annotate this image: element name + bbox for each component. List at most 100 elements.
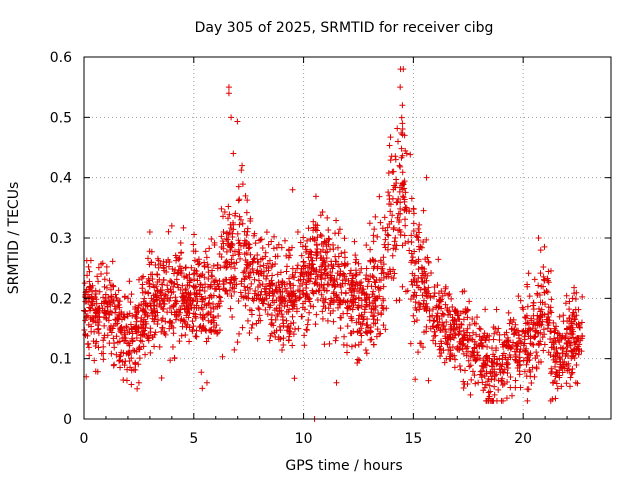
data-point <box>466 321 473 328</box>
data-point <box>126 278 133 285</box>
data-point <box>392 184 399 191</box>
data-point <box>249 321 256 328</box>
data-point <box>493 397 500 404</box>
data-point <box>227 247 234 254</box>
data-point <box>512 384 519 391</box>
data-point <box>166 305 173 312</box>
data-point <box>206 245 213 252</box>
data-point <box>239 181 246 188</box>
data-point <box>312 221 319 228</box>
data-point <box>257 291 264 298</box>
data-point <box>337 300 344 307</box>
data-point <box>411 260 418 267</box>
data-point <box>241 275 248 282</box>
data-point <box>535 235 542 241</box>
data-point <box>128 291 135 298</box>
data-point <box>402 147 409 154</box>
data-point <box>289 186 296 193</box>
data-point <box>219 213 226 220</box>
data-point <box>135 361 142 368</box>
data-point <box>182 287 189 294</box>
data-point <box>448 295 455 302</box>
data-point <box>227 280 234 287</box>
data-point <box>319 271 326 278</box>
data-point <box>296 283 303 290</box>
data-point <box>372 320 379 327</box>
data-point <box>237 255 244 262</box>
data-point <box>410 227 417 234</box>
data-point <box>464 314 471 321</box>
data-point <box>393 297 400 304</box>
data-point <box>108 329 115 336</box>
data-point <box>203 254 210 261</box>
data-point <box>579 293 586 300</box>
data-point <box>195 261 202 268</box>
data-point <box>255 259 262 266</box>
data-point <box>147 349 154 356</box>
data-point <box>329 265 336 272</box>
data-point <box>350 272 357 279</box>
data-point <box>362 346 369 353</box>
data-point <box>562 353 569 360</box>
data-point <box>86 352 93 359</box>
data-point <box>465 337 472 344</box>
data-point <box>266 285 273 292</box>
data-point <box>121 327 128 334</box>
data-point <box>572 379 579 386</box>
data-point <box>378 265 385 272</box>
data-point <box>422 286 429 293</box>
data-point <box>380 254 387 261</box>
data-point <box>269 290 276 297</box>
data-point <box>94 368 101 375</box>
data-point <box>566 298 573 305</box>
data-point <box>363 350 370 357</box>
data-point <box>93 310 100 317</box>
data-point <box>148 259 155 266</box>
data-point <box>94 326 101 333</box>
data-point <box>179 323 186 330</box>
data-point <box>159 281 166 288</box>
data-point <box>169 265 176 272</box>
data-point <box>172 300 179 307</box>
data-point <box>226 229 233 236</box>
data-point <box>413 278 420 285</box>
data-point <box>374 295 381 302</box>
data-point <box>266 337 273 344</box>
data-point <box>433 304 440 311</box>
data-point <box>571 290 578 297</box>
data-point <box>276 295 283 302</box>
data-point <box>259 281 266 288</box>
data-point <box>554 334 561 341</box>
data-point <box>303 246 310 253</box>
data-point <box>146 283 153 290</box>
data-point <box>146 280 153 287</box>
data-point <box>567 324 574 331</box>
data-point <box>530 306 537 313</box>
data-point <box>328 272 335 279</box>
data-point <box>120 334 127 341</box>
data-point <box>339 280 346 287</box>
data-point <box>450 321 457 328</box>
data-point <box>300 234 307 241</box>
data-point <box>201 274 208 281</box>
data-point <box>197 281 204 288</box>
data-point <box>459 346 466 353</box>
data-point <box>220 280 227 287</box>
y-tick-label: 0.6 <box>50 50 72 66</box>
data-point <box>178 265 185 272</box>
data-point <box>318 263 325 270</box>
data-point <box>193 283 200 290</box>
data-point <box>510 339 517 346</box>
data-point <box>573 321 580 328</box>
data-point <box>81 280 88 287</box>
data-point <box>191 276 198 283</box>
data-point <box>530 299 537 306</box>
data-point <box>125 295 132 302</box>
data-point <box>567 374 574 381</box>
data-point <box>153 303 160 310</box>
data-point <box>363 242 370 249</box>
data-point <box>186 292 193 299</box>
data-point <box>100 314 107 321</box>
data-point <box>299 313 306 320</box>
data-point <box>495 386 502 393</box>
